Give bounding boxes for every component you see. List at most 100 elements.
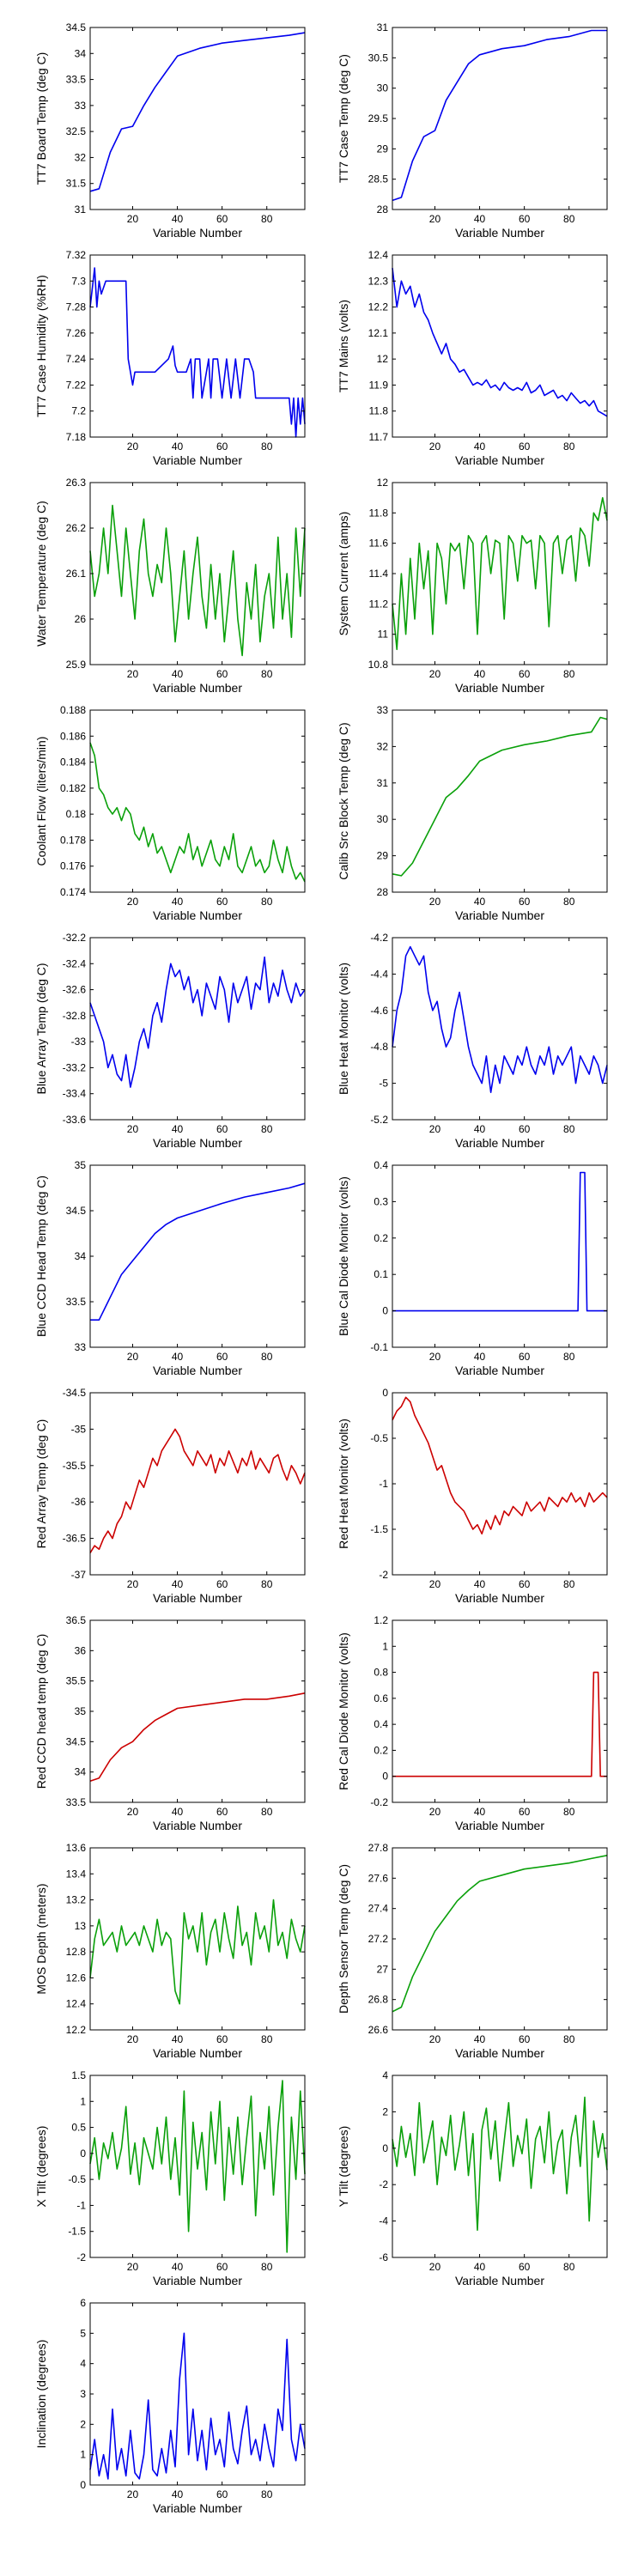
y-tick-label: 12 bbox=[377, 477, 389, 489]
y-axis-label: MOS Depth (meters) bbox=[34, 1883, 48, 1994]
x-tick-label: 40 bbox=[474, 896, 486, 908]
plot-frame bbox=[392, 27, 608, 210]
y-tick-label: -5 bbox=[379, 1078, 388, 1090]
x-tick-label: 20 bbox=[429, 2033, 441, 2045]
x-tick-label: 60 bbox=[519, 896, 531, 908]
y-tick-label: 30 bbox=[377, 813, 389, 825]
x-tick-label: 60 bbox=[216, 440, 228, 453]
y-tick-label: 0.178 bbox=[60, 834, 86, 846]
y-tick-label: 34 bbox=[75, 47, 87, 59]
y-tick-label: 7.26 bbox=[66, 327, 87, 339]
y-tick-label: 33 bbox=[75, 100, 87, 112]
x-tick-label: 40 bbox=[172, 668, 184, 680]
x-tick-label: 60 bbox=[216, 1806, 228, 1818]
x-tick-label: 20 bbox=[127, 2488, 139, 2500]
x-tick-label: 60 bbox=[216, 1351, 228, 1363]
series-line bbox=[89, 742, 306, 883]
y-tick-label: 30 bbox=[377, 82, 389, 94]
chart-21: 20 40 60 80 0 1 2 3 4 5 6 Variable Number Inclinatio… bbox=[34, 2297, 306, 2515]
y-tick-label: 0 bbox=[382, 1305, 388, 1317]
x-tick-label: 80 bbox=[261, 1351, 273, 1363]
x-axis-label: Variable Number bbox=[455, 453, 544, 467]
x-tick-label: 20 bbox=[429, 1123, 441, 1135]
y-tick-label: 13.6 bbox=[66, 1842, 87, 1854]
x-tick-label: 40 bbox=[172, 1351, 184, 1363]
y-tick-label: -32.6 bbox=[63, 984, 87, 996]
y-tick-label: 31 bbox=[377, 21, 389, 33]
y-tick-label: 26.2 bbox=[66, 522, 87, 534]
x-tick-label: 80 bbox=[261, 2261, 273, 2273]
series-line bbox=[89, 504, 306, 657]
series-line bbox=[90, 1182, 306, 1321]
y-tick-label: 2 bbox=[80, 2418, 86, 2430]
x-tick-label: 60 bbox=[519, 1806, 531, 1818]
x-tick-label: 80 bbox=[563, 1806, 575, 1818]
y-tick-label: 29.5 bbox=[368, 112, 389, 125]
y-tick-label: 0.6 bbox=[374, 1692, 388, 1704]
y-tick-label: 11.8 bbox=[369, 507, 389, 519]
chart-18: 20 40 60 80 26.6 26.8 27 27.2 27.4 27.6 27.8 Variab… bbox=[337, 1842, 608, 2060]
chart-2: 20 40 60 80 28 28.5 29 29.5 30 30.5 31 Variable Num… bbox=[337, 21, 608, 240]
y-axis-label: Red Heat Monitor (volts) bbox=[337, 1419, 350, 1549]
plot-frame bbox=[392, 709, 608, 893]
y-tick-label: -1.5 bbox=[370, 1523, 388, 1535]
chart-3: 20 40 60 80 7.18 7.2 7.22 7.24 7.26 7.28 7.3 7.32 Va… bbox=[34, 249, 306, 467]
y-tick-label: 0.2 bbox=[374, 1232, 388, 1244]
y-tick-label: -0.5 bbox=[68, 2173, 86, 2185]
plot-frame bbox=[392, 1164, 608, 1348]
y-tick-label: 13.2 bbox=[66, 1894, 87, 1906]
y-tick-label: 27 bbox=[377, 1963, 389, 1975]
chart-1: 20 40 60 80 31 31.5 32 32.5 33 33.5 34 34.5 Variable… bbox=[34, 21, 306, 240]
x-axis-label: Variable Number bbox=[153, 2501, 242, 2515]
chart-8: 20 40 60 80 28 29 30 31 32 33 Variable Number Calib… bbox=[337, 704, 608, 922]
y-tick-label: 1.5 bbox=[71, 2069, 86, 2081]
x-tick-label: 40 bbox=[474, 668, 486, 680]
y-tick-label: 12.2 bbox=[66, 2024, 87, 2036]
y-tick-label: 12.4 bbox=[66, 1998, 87, 2010]
y-tick-label: 12.4 bbox=[368, 249, 389, 261]
x-tick-label: 40 bbox=[474, 2033, 486, 2045]
x-axis-label: Variable Number bbox=[153, 1591, 242, 1605]
series-line bbox=[392, 716, 608, 877]
x-axis-label: Variable Number bbox=[153, 1364, 242, 1377]
x-tick-label: 40 bbox=[474, 1806, 486, 1818]
y-tick-label: 1 bbox=[80, 2449, 86, 2461]
x-tick-label: 80 bbox=[261, 2488, 273, 2500]
y-axis-label: Y Tilt (degrees) bbox=[337, 2126, 350, 2208]
chart-5: 20 40 60 80 25.9 26 26.1 26.2 26.3 Variable Numbe… bbox=[34, 477, 306, 695]
y-tick-label: 10.8 bbox=[368, 659, 389, 671]
x-tick-label: 40 bbox=[474, 2261, 486, 2273]
y-tick-label: 31.5 bbox=[66, 178, 87, 190]
y-tick-label: 12 bbox=[377, 353, 389, 365]
y-tick-label: 0 bbox=[382, 1771, 388, 1783]
y-tick-label: 26.6 bbox=[368, 2024, 389, 2036]
x-tick-label: 60 bbox=[519, 1351, 531, 1363]
x-tick-label: 80 bbox=[261, 1578, 273, 1590]
y-tick-label: 28.5 bbox=[368, 173, 389, 185]
y-tick-label: 7.2 bbox=[71, 405, 86, 417]
x-axis-label: Variable Number bbox=[153, 1136, 242, 1150]
y-tick-label: 0.176 bbox=[60, 860, 86, 872]
plot-frame bbox=[392, 1392, 608, 1576]
x-tick-label: 20 bbox=[429, 1351, 441, 1363]
y-tick-label: 1 bbox=[382, 1640, 388, 1652]
x-tick-label: 60 bbox=[216, 668, 228, 680]
y-tick-label: -1 bbox=[379, 1478, 388, 1490]
x-tick-label: 60 bbox=[216, 896, 228, 908]
x-tick-label: 60 bbox=[519, 213, 531, 225]
x-tick-label: 80 bbox=[261, 440, 273, 453]
y-tick-label: -0.5 bbox=[370, 1432, 388, 1444]
x-tick-label: 60 bbox=[216, 2261, 228, 2273]
plot-frame bbox=[392, 1619, 608, 1803]
y-tick-label: 36.5 bbox=[66, 1614, 87, 1626]
x-tick-label: 20 bbox=[127, 1806, 139, 1818]
x-tick-label: 40 bbox=[172, 1123, 184, 1135]
x-tick-label: 40 bbox=[172, 1578, 184, 1590]
series-line bbox=[89, 32, 306, 192]
y-tick-label: 0 bbox=[382, 2142, 388, 2154]
x-tick-label: 60 bbox=[519, 2033, 531, 2045]
y-tick-label: -33 bbox=[71, 1036, 87, 1048]
y-tick-label: -37 bbox=[71, 1569, 87, 1581]
y-tick-label: 0.184 bbox=[60, 756, 86, 769]
